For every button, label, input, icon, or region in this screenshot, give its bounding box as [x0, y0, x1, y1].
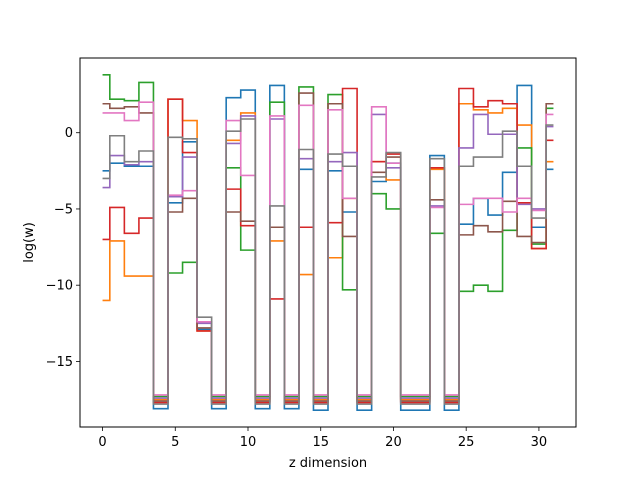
- x-axis-label: z dimension: [289, 456, 367, 471]
- y-tick-label: −10: [46, 279, 73, 294]
- x-tick-label: 0: [98, 435, 106, 450]
- x-tick-label: 30: [531, 435, 548, 450]
- y-tick-label: −5: [54, 202, 73, 217]
- series-line-5: [102, 113, 554, 399]
- y-axis-label: log(w): [22, 222, 37, 263]
- x-tick-label: 25: [458, 435, 475, 450]
- y-tick-label: 0: [65, 126, 73, 141]
- x-tick-label: 10: [240, 435, 257, 450]
- x-tick-label: 20: [385, 435, 402, 450]
- y-tick-label: −15: [46, 355, 73, 370]
- x-tick-label: 15: [312, 435, 329, 450]
- plot-area: [102, 73, 554, 412]
- y-axis: −15 −10 −5 0: [46, 126, 80, 370]
- x-tick-label: 5: [171, 435, 179, 450]
- series-line-8: [102, 118, 554, 405]
- axes-frame: [79, 57, 577, 428]
- x-axis: 0 5 10 15 20 25 30: [98, 427, 547, 450]
